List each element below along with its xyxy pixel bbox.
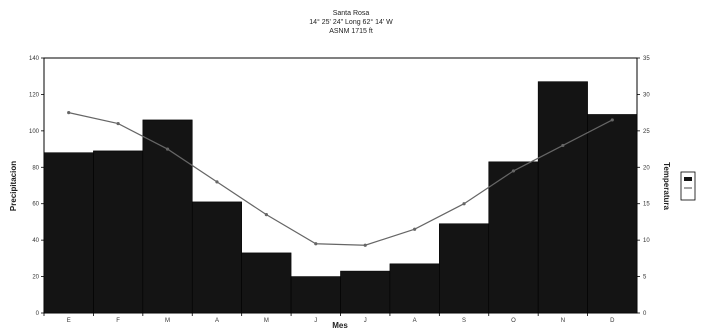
x-tick-label-7: A bbox=[413, 318, 417, 324]
right-axis-ticks: 0 5 10 15 20 25 30 35 bbox=[637, 56, 650, 317]
bar-5 bbox=[241, 252, 292, 314]
bar-2 bbox=[93, 150, 144, 314]
bar-8 bbox=[389, 263, 440, 314]
right-tick-label-3: 15 bbox=[643, 202, 650, 208]
x-tick-label-4: M bbox=[264, 318, 269, 324]
bar-12 bbox=[587, 114, 638, 314]
temperature-polyline bbox=[68, 112, 613, 246]
temperature-point-4 bbox=[215, 180, 219, 184]
chart-title-line-3: ASNM 1715 ft bbox=[329, 28, 373, 35]
right-tick-label-7: 35 bbox=[643, 56, 650, 62]
bar-10 bbox=[488, 161, 539, 314]
left-tick-label-5: 100 bbox=[29, 129, 40, 135]
x-tick-label-9: O bbox=[511, 318, 516, 324]
left-tick-label-1: 20 bbox=[32, 275, 39, 281]
left-tick-label-4: 80 bbox=[32, 165, 39, 171]
x-tick-label-11: D bbox=[610, 318, 615, 324]
temperature-point-5 bbox=[264, 213, 268, 217]
x-tick-label-3: A bbox=[215, 318, 219, 324]
temperature-point-10 bbox=[511, 169, 516, 173]
temperature-point-3 bbox=[165, 147, 170, 151]
chart-title-line-2: 14° 25' 24" Long 62° 14' W bbox=[309, 18, 393, 26]
legend bbox=[680, 171, 696, 201]
chart-title-line-1: Santa Rosa bbox=[333, 10, 370, 17]
x-axis-title: Mes bbox=[332, 321, 348, 330]
legend-bar-swatch bbox=[684, 177, 692, 181]
left-tick-label-2: 40 bbox=[32, 238, 39, 244]
temperature-point-12 bbox=[610, 118, 614, 122]
x-tick-label-8: S bbox=[462, 318, 466, 324]
bar-1 bbox=[43, 152, 94, 314]
precipitation-bars bbox=[43, 81, 638, 314]
x-tick-label-2: M bbox=[165, 318, 170, 324]
x-tick-label-0: E bbox=[67, 318, 71, 324]
temperature-point-7 bbox=[363, 243, 367, 247]
left-tick-label-6: 120 bbox=[29, 92, 40, 98]
temperature-point-1 bbox=[67, 111, 71, 115]
temperature-line bbox=[67, 111, 614, 247]
right-tick-label-6: 30 bbox=[643, 92, 650, 98]
left-tick-label-0: 0 bbox=[36, 311, 40, 317]
left-axis-title: Precipitacion bbox=[9, 161, 18, 211]
bar-7 bbox=[340, 270, 391, 314]
temperature-point-11 bbox=[561, 143, 565, 148]
x-tick-label-1: F bbox=[116, 318, 120, 324]
temperature-point-6 bbox=[314, 242, 318, 246]
bar-3 bbox=[142, 119, 193, 314]
right-tick-label-5: 25 bbox=[643, 129, 650, 135]
bar-11 bbox=[537, 81, 588, 314]
right-tick-label-1: 5 bbox=[643, 275, 647, 281]
right-tick-label-2: 10 bbox=[643, 238, 650, 244]
left-tick-label-7: 140 bbox=[29, 56, 40, 62]
x-tick-label-6: J bbox=[364, 318, 367, 324]
bar-6 bbox=[290, 276, 341, 314]
left-tick-label-3: 60 bbox=[32, 202, 39, 208]
right-tick-label-4: 20 bbox=[643, 165, 650, 171]
temperature-point-2 bbox=[116, 121, 120, 126]
temperature-point-8 bbox=[413, 227, 417, 231]
temperature-point-9 bbox=[462, 202, 466, 206]
x-tick-label-5: J bbox=[314, 318, 317, 324]
right-tick-label-0: 0 bbox=[643, 311, 647, 317]
x-tick-label-10: N bbox=[561, 318, 565, 324]
bar-9 bbox=[439, 223, 490, 314]
legend-box bbox=[680, 171, 696, 201]
bar-4 bbox=[191, 201, 242, 314]
left-axis-ticks: 0 20 40 60 80 100 120 140 bbox=[29, 56, 44, 317]
right-axis-title: Temperatura bbox=[662, 162, 671, 210]
